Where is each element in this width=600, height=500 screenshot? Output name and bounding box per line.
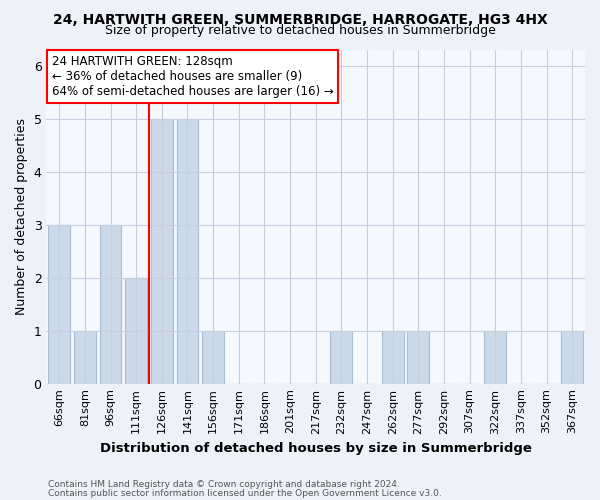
Y-axis label: Number of detached properties: Number of detached properties <box>15 118 28 316</box>
Bar <box>407 330 429 384</box>
X-axis label: Distribution of detached houses by size in Summerbridge: Distribution of detached houses by size … <box>100 442 532 455</box>
Bar <box>49 225 70 384</box>
Text: Size of property relative to detached houses in Summerbridge: Size of property relative to detached ho… <box>104 24 496 37</box>
Text: 24, HARTWITH GREEN, SUMMERBRIDGE, HARROGATE, HG3 4HX: 24, HARTWITH GREEN, SUMMERBRIDGE, HARROG… <box>53 12 547 26</box>
Bar <box>176 119 199 384</box>
Bar <box>382 330 404 384</box>
Bar <box>202 330 224 384</box>
Text: 24 HARTWITH GREEN: 128sqm
← 36% of detached houses are smaller (9)
64% of semi-d: 24 HARTWITH GREEN: 128sqm ← 36% of detac… <box>52 55 334 98</box>
Bar <box>561 330 583 384</box>
Bar <box>125 278 147 384</box>
Bar <box>331 330 352 384</box>
Text: Contains HM Land Registry data © Crown copyright and database right 2024.: Contains HM Land Registry data © Crown c… <box>48 480 400 489</box>
Bar <box>74 330 96 384</box>
Bar <box>484 330 506 384</box>
Text: Contains public sector information licensed under the Open Government Licence v3: Contains public sector information licen… <box>48 488 442 498</box>
Bar <box>151 119 173 384</box>
Bar <box>100 225 121 384</box>
